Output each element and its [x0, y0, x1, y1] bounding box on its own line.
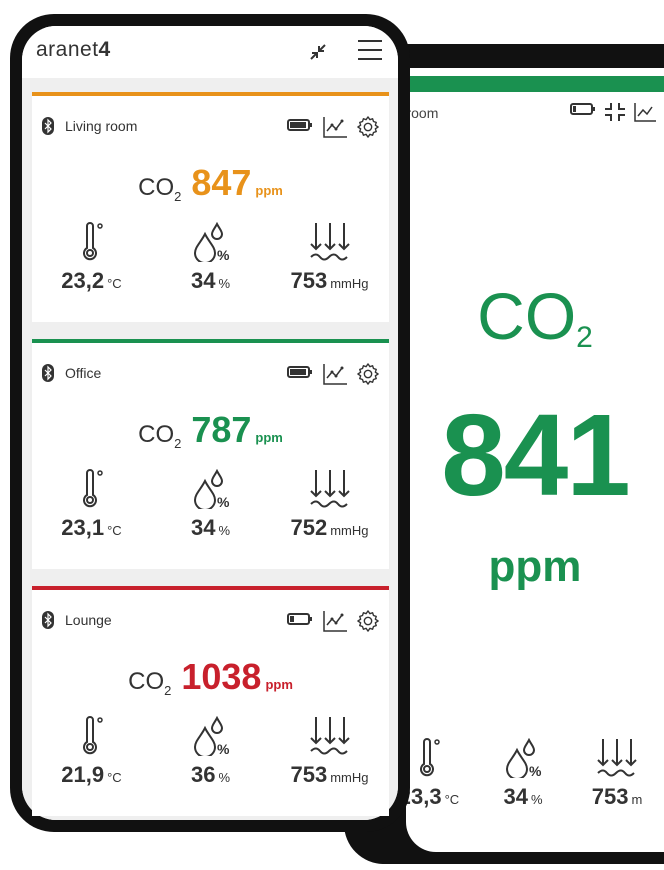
sensor-list: Living room CO2 847 ppm 23,2 °C % 34% 753 mmH… [22, 78, 398, 820]
co2-value: 787 [191, 409, 252, 450]
co2-reading: CO2 1038 ppm [32, 656, 389, 698]
detail-co2-unit: ppm [488, 542, 582, 591]
co2-label: CO2 [128, 668, 172, 698]
battery-icon [287, 612, 313, 631]
front-phone: aranet4 Living room CO2 847 ppm 23,2 °C % 34… [10, 14, 410, 832]
app-header: aranet4 [22, 26, 398, 78]
pressure-icon [309, 223, 350, 261]
svg-text:%: % [217, 741, 230, 756]
sensor-name: Lounge [65, 612, 112, 628]
temperature: 23,2 °C [32, 220, 151, 294]
humidity-icon: % [505, 738, 542, 778]
bluetooth-icon [42, 364, 54, 382]
co2-label: CO2 [138, 421, 182, 451]
thermometer-icon [82, 222, 103, 261]
co2-reading: CO2 847 ppm [32, 162, 389, 204]
detail-humidity: % 34% [476, 736, 570, 810]
sensor-list-screen: aranet4 Living room CO2 847 ppm 23,2 °C % 34… [22, 26, 398, 820]
co2-unit: ppm [255, 430, 283, 445]
status-color-bar [32, 92, 389, 96]
svg-text:%: % [217, 247, 230, 262]
detail-pressure: 753 m [570, 736, 664, 810]
detail-co2-value: 841 [441, 390, 631, 520]
chart-icon[interactable] [323, 610, 347, 632]
sensor-name: Office [65, 365, 102, 381]
co2-value: 1038 [181, 656, 262, 697]
chart-icon[interactable] [323, 116, 347, 138]
status-color-bar [32, 339, 389, 343]
svg-text:%: % [529, 763, 542, 778]
pressure: 753 mmHg [270, 220, 389, 294]
co2-unit: ppm [265, 677, 293, 692]
humidity-icon: % [193, 469, 230, 509]
hamburger-menu-icon[interactable] [358, 40, 382, 67]
bluetooth-icon [42, 117, 54, 135]
battery-icon [287, 365, 313, 384]
temperature: 21,9 °C [32, 714, 151, 788]
compact-view-icon[interactable] [308, 42, 328, 62]
humidity: % 34% [151, 467, 270, 541]
chart-icon[interactable] [323, 363, 347, 385]
status-color-bar [32, 586, 389, 590]
minimize-icon[interactable] [604, 102, 626, 122]
sensor-card[interactable]: Office CO2 787 ppm 23,1 °C % 34% 752 mmHg [32, 339, 389, 569]
svg-text:%: % [217, 494, 230, 509]
pressure: 752 mmHg [270, 467, 389, 541]
thermometer-icon [82, 469, 103, 508]
settings-gear-icon[interactable] [357, 363, 379, 385]
pressure: 753 mmHg [270, 714, 389, 788]
battery-icon [287, 118, 313, 137]
co2-label: CO2 [138, 174, 182, 204]
status-bar-green [406, 76, 664, 92]
aranet4-logo: aranet4 [36, 38, 111, 61]
settings-gear-icon[interactable] [357, 116, 379, 138]
sensor-name: Living room [65, 118, 138, 134]
pressure-icon [309, 470, 350, 508]
pressure-icon [597, 739, 637, 777]
humidity: % 36% [151, 714, 270, 788]
pressure-icon [309, 717, 350, 755]
sensor-card[interactable]: Living room CO2 847 ppm 23,2 °C % 34% 753 mmH… [32, 92, 389, 322]
co2-reading: CO2 787 ppm [32, 409, 389, 451]
humidity-icon: % [193, 716, 230, 756]
humidity-icon: % [193, 222, 230, 262]
thermometer-icon [420, 738, 440, 777]
co2-unit: ppm [255, 183, 283, 198]
thermometer-icon [82, 716, 103, 755]
humidity: % 34% [151, 220, 270, 294]
sensor-card[interactable]: Lounge CO2 1038 ppm 21,9 °C % 36% 753 mmHg [32, 586, 389, 816]
bluetooth-icon [42, 611, 54, 629]
temperature: 23,1 °C [32, 467, 151, 541]
settings-gear-icon[interactable] [357, 610, 379, 632]
co2-value: 847 [191, 162, 252, 203]
chart-icon[interactable] [634, 102, 656, 122]
detail-co2-label: CO2 [477, 279, 593, 354]
battery-icon [570, 103, 595, 115]
